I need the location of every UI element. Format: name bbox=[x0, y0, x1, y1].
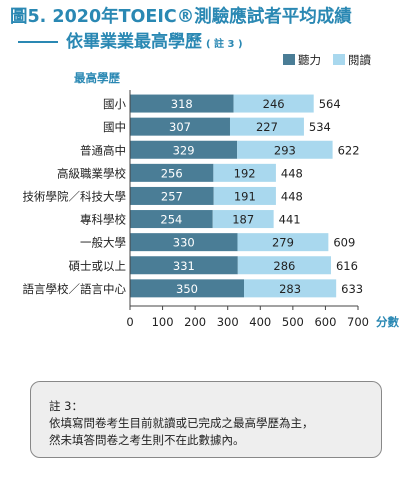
data-label-listening: 257 bbox=[161, 189, 183, 203]
data-label-reading: 286 bbox=[273, 259, 295, 273]
data-label-reading: 293 bbox=[274, 143, 296, 157]
data-label-total: 448 bbox=[281, 166, 303, 180]
x-tick-label: 400 bbox=[249, 315, 271, 329]
bar-reading bbox=[233, 94, 314, 113]
data-label-listening: 254 bbox=[160, 213, 182, 227]
category-label: 語言學校／語言中心 bbox=[23, 282, 127, 296]
footnote-label: 註 3： bbox=[49, 399, 83, 413]
footnote-line-2: 然未填答問卷之考生則不在此數據內。 bbox=[49, 433, 245, 447]
legend-swatch-reading bbox=[333, 54, 345, 65]
subtitle-text: 依畢業業最高學歷 bbox=[66, 32, 202, 52]
data-label-reading: 246 bbox=[263, 97, 285, 111]
x-tick-label: 100 bbox=[152, 315, 174, 329]
category-label: 高級職業學校 bbox=[57, 166, 126, 180]
category-label: 技術學院／科技大學 bbox=[23, 189, 127, 203]
x-tick-label: 600 bbox=[314, 315, 336, 329]
category-label: 專科學校 bbox=[80, 213, 126, 227]
data-label-listening: 331 bbox=[173, 259, 195, 273]
bar-listening bbox=[130, 233, 238, 252]
data-label-reading: 279 bbox=[272, 236, 294, 250]
data-label-total: 564 bbox=[319, 97, 341, 111]
legend-swatch-listening bbox=[283, 54, 295, 65]
data-label-reading: 283 bbox=[279, 282, 301, 296]
subtitle-dash bbox=[18, 41, 58, 43]
bar-listening bbox=[130, 94, 234, 113]
bar-reading bbox=[212, 210, 274, 229]
bar-listening bbox=[130, 117, 230, 136]
bar-reading bbox=[237, 233, 329, 252]
chart-title: 圖5. 2020年TOEIC®測驗應試者平均成績 bbox=[10, 7, 352, 27]
data-label-listening: 330 bbox=[173, 236, 195, 250]
bar-reading bbox=[213, 163, 276, 182]
category-label: 一般大學 bbox=[80, 236, 126, 250]
x-axis-title: 分數 bbox=[376, 315, 399, 329]
chart-subtitle: 依畢業業最高學歷 ( 註 3 ) bbox=[18, 31, 408, 56]
category-label: 國小 bbox=[103, 97, 126, 111]
category-label: 國中 bbox=[103, 120, 126, 134]
bar-reading bbox=[244, 279, 337, 298]
subtitle-note: ( 註 3 ) bbox=[206, 39, 243, 50]
bar-listening bbox=[130, 210, 213, 229]
x-tick-label: 0 bbox=[126, 315, 133, 329]
data-label-total: 534 bbox=[309, 120, 331, 134]
data-label-reading: 187 bbox=[232, 213, 254, 227]
legend-label-reading: 閱讀 bbox=[348, 53, 371, 67]
footnote-box: 註 3： 依填寫問卷考生目前就讀或已完成之最高學歷為主， 然未填答問卷之考生則不… bbox=[30, 381, 382, 458]
category-label: 普通高中 bbox=[80, 143, 126, 157]
bar-listening bbox=[130, 140, 238, 159]
bar-listening bbox=[130, 279, 244, 298]
data-label-total: 616 bbox=[336, 259, 358, 273]
category-label: 碩士或以上 bbox=[69, 259, 127, 273]
data-label-listening: 318 bbox=[171, 97, 193, 111]
y-axis-title: 最高學歷 bbox=[74, 71, 120, 85]
x-tick-label: 300 bbox=[217, 315, 239, 329]
data-label-listening: 329 bbox=[173, 143, 195, 157]
bar-reading bbox=[229, 117, 304, 136]
legend-label-listening: 聽力 bbox=[298, 53, 321, 67]
bar-reading bbox=[237, 140, 333, 159]
bar-listening bbox=[130, 186, 214, 205]
data-label-total: 633 bbox=[341, 282, 363, 296]
data-label-reading: 227 bbox=[256, 120, 278, 134]
data-label-listening: 256 bbox=[161, 166, 183, 180]
x-tick-label: 700 bbox=[347, 315, 369, 329]
data-label-total: 448 bbox=[281, 189, 303, 203]
data-label-reading: 192 bbox=[234, 166, 256, 180]
data-label-listening: 350 bbox=[176, 282, 198, 296]
x-tick-label: 500 bbox=[282, 315, 304, 329]
bar-listening bbox=[130, 256, 238, 275]
bar-reading bbox=[213, 186, 276, 205]
data-label-listening: 307 bbox=[169, 120, 191, 134]
data-label-total: 441 bbox=[279, 213, 301, 227]
footnote-line-1: 依填寫問卷考生目前就讀或已完成之最高學歷為主， bbox=[49, 416, 314, 430]
bar-listening bbox=[130, 163, 214, 182]
data-label-reading: 191 bbox=[234, 189, 256, 203]
bar-reading bbox=[237, 256, 331, 275]
data-label-total: 622 bbox=[338, 143, 360, 157]
x-tick-label: 200 bbox=[184, 315, 206, 329]
data-label-total: 609 bbox=[333, 236, 355, 250]
